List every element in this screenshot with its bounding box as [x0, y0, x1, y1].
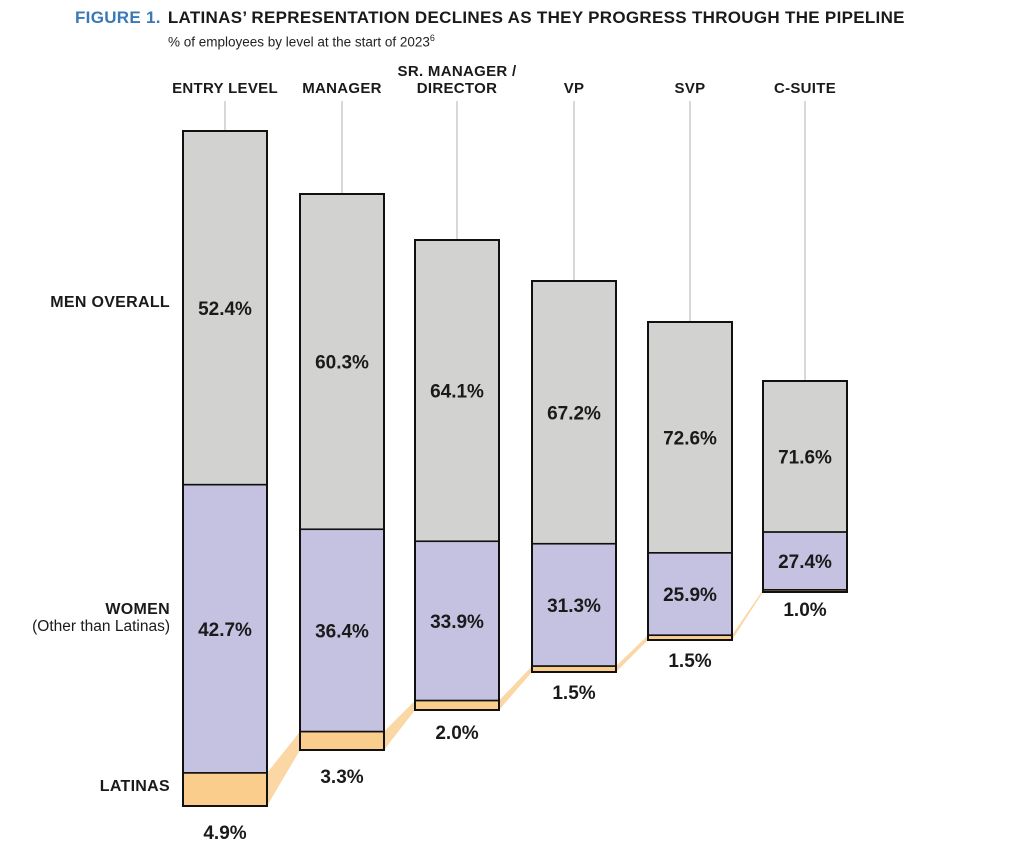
column-header-line: VP: [563, 80, 585, 97]
row-label-latinas: LATINAS: [99, 778, 170, 795]
value-label-latinas-entry-level: 4.9%: [203, 823, 246, 844]
column-header-sr-manager-director: SR. MANAGER / DIRECTOR: [398, 63, 517, 97]
bar-c-suite-outline: [762, 380, 848, 593]
latinas-connector-band-5: [732, 589, 763, 640]
value-label-men-entry-level: 52.4%: [198, 299, 252, 320]
value-label-latinas-manager: 3.3%: [320, 767, 363, 788]
value-label-men-manager: 60.3%: [315, 353, 369, 374]
value-label-men-c-suite: 71.6%: [778, 448, 832, 469]
bar-sr-manager-director-men-segment: [414, 239, 500, 543]
subtitle-footnote: 6: [429, 33, 435, 43]
value-label-women-c-suite: 27.4%: [778, 552, 832, 573]
value-label-latinas-c-suite: 1.0%: [783, 600, 826, 621]
value-label-women-svp: 25.9%: [663, 585, 717, 606]
bar-entry-level-women-segment: [182, 483, 268, 774]
bar-vp-men-segment: [531, 280, 617, 545]
latinas-connector-band-4: [616, 635, 648, 672]
column-header-c-suite: C-SUITE: [774, 80, 836, 97]
value-label-latinas-sr-manager-director: 2.0%: [435, 723, 478, 744]
bar-entry-level-outline: [182, 130, 268, 807]
value-label-men-svp: 72.6%: [663, 428, 717, 449]
bar-manager-outline: [299, 193, 385, 751]
value-label-latinas-svp: 1.5%: [668, 651, 711, 672]
column-header-manager: MANAGER: [302, 80, 382, 97]
column-header-line: SR. MANAGER /: [397, 63, 517, 80]
figure-label: FIGURE 1.: [75, 8, 161, 27]
bar-sr-manager-director-outline: [414, 239, 500, 711]
figure-subtitle: % of employees by level at the start of …: [168, 33, 435, 50]
value-label-men-sr-manager-director: 64.1%: [430, 382, 484, 403]
bar-sr-manager-director-latinas-segment: [414, 699, 500, 711]
column-header-svp: SVP: [675, 80, 706, 97]
row-label-men-overall: MEN OVERALL: [50, 294, 170, 311]
row-label-women-main: WOMEN: [105, 601, 170, 618]
column-header-line: C-SUITE: [773, 80, 837, 97]
bar-manager-men-segment: [299, 193, 385, 531]
column-header-line: MANAGER: [302, 80, 382, 97]
bar-vp-outline: [531, 280, 617, 673]
bar-manager-latinas-segment: [299, 730, 385, 751]
column-header-entry-level: ENTRY LEVEL: [172, 80, 278, 97]
bar-entry-level-latinas-segment: [182, 772, 268, 807]
value-label-men-vp: 67.2%: [547, 403, 601, 424]
bar-svp-outline: [647, 321, 733, 641]
bar-svp-men-segment: [647, 321, 733, 554]
subtitle-text: % of employees by level at the start of …: [168, 34, 430, 50]
row-label-women: WOMEN (Other than Latinas): [32, 601, 170, 636]
value-label-women-sr-manager-director: 33.9%: [430, 612, 484, 633]
column-header-line: ENTRY LEVEL: [172, 80, 278, 97]
column-header-line: SVP: [674, 80, 706, 97]
column-header-vp: VP: [564, 80, 585, 97]
latinas-connector-band-2: [384, 700, 415, 750]
column-header-line: DIRECTOR: [416, 80, 498, 97]
value-label-latinas-vp: 1.5%: [552, 683, 595, 704]
row-label-women-sub: (Other than Latinas): [32, 618, 170, 635]
value-label-women-entry-level: 42.7%: [198, 620, 252, 641]
value-label-women-vp: 31.3%: [547, 596, 601, 617]
value-label-women-manager: 36.4%: [315, 621, 369, 642]
figure-title: FIGURE 1. LATINAS’ REPRESENTATION DECLINE…: [75, 8, 905, 28]
latinas-connector-band-1: [267, 731, 300, 806]
bar-vp-women-segment: [531, 542, 617, 667]
latinas-connector-band-3: [499, 666, 532, 710]
figure-title-text: LATINAS’ REPRESENTATION DECLINES AS THEY…: [167, 8, 905, 27]
